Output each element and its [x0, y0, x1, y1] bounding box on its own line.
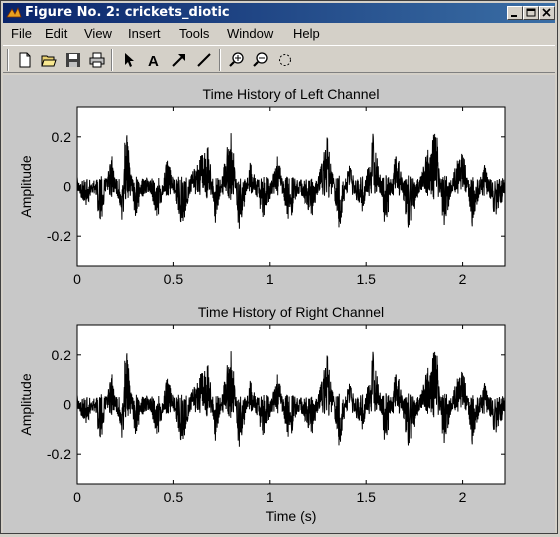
rotate-icon [279, 54, 291, 66]
axes-title-1: Time History of Right Channel [198, 304, 384, 320]
zoom-out-icon [253, 52, 268, 67]
y-tick-label: 0 [63, 397, 71, 413]
matlab-logo-icon [6, 6, 22, 18]
axes-title-0: Time History of Left Channel [203, 86, 380, 102]
menu-file[interactable]: File [11, 26, 32, 41]
x-tick-label: 0 [73, 271, 81, 287]
x-tick-label: 0 [73, 489, 81, 505]
toolbar: A [3, 45, 555, 73]
minimize-button[interactable] [507, 6, 523, 20]
series-line-1 [76, 351, 506, 447]
insert-text-icon: A [148, 53, 159, 68]
edit-plot-button[interactable] [119, 50, 139, 70]
window-title: Figure No. 2: crickets_diotic [25, 5, 230, 20]
figure-canvas: Time History of Left Channel 0 0.5 1 1.5 2 0.2… [3, 75, 555, 533]
zoom-out-button[interactable] [251, 50, 271, 70]
x-tick-label: 0.5 [164, 489, 184, 505]
edit-plot-arrow-icon [125, 53, 134, 67]
toolbar-separator [219, 49, 221, 71]
rotate-button[interactable] [275, 50, 295, 70]
menu-window[interactable]: Window [227, 26, 274, 41]
new-file-button[interactable] [15, 50, 35, 70]
maximize-button[interactable] [523, 6, 539, 20]
insert-arrow-icon [172, 54, 185, 67]
menu-insert[interactable]: Insert [128, 26, 161, 41]
y-tick-label: -0.2 [47, 446, 71, 462]
y-tick-label: 0.2 [52, 347, 72, 363]
insert-line-button[interactable] [194, 50, 214, 70]
y-tick-label: 0 [63, 179, 71, 195]
menu-help[interactable]: Help [293, 26, 320, 41]
open-button[interactable] [39, 50, 59, 70]
y-axis-label-1: Amplitude [18, 373, 34, 435]
y-tick-label: 0.2 [52, 129, 72, 145]
menu-tools[interactable]: Tools [179, 26, 210, 41]
zoom-in-icon [229, 52, 244, 67]
close-icon [542, 8, 551, 17]
y-axis-label-0: Amplitude [18, 155, 34, 217]
toolbar-separator [111, 49, 113, 71]
x-tick-label: 1 [266, 271, 274, 287]
print-button[interactable] [87, 50, 107, 70]
open-folder-icon [41, 55, 57, 67]
y-tick-label: -0.2 [47, 228, 71, 244]
toolbar-grip [7, 49, 9, 71]
title-bar[interactable]: Figure No. 2: crickets_diotic [3, 3, 555, 23]
menu-bar: File Edit View Insert Tools Window Help [3, 24, 555, 43]
print-icon [89, 52, 105, 68]
x-axis-label: Time (s) [266, 508, 317, 524]
x-tick-label: 2 [459, 271, 467, 287]
close-button[interactable] [539, 6, 555, 20]
x-tick-label: 1.5 [356, 271, 376, 287]
save-button[interactable] [63, 50, 83, 70]
menu-view[interactable]: View [84, 26, 112, 41]
insert-text-button[interactable]: A [144, 50, 164, 70]
svg-text:A: A [148, 53, 159, 68]
x-tick-label: 2 [459, 489, 467, 505]
minimize-icon [511, 15, 517, 17]
x-tick-label: 1.5 [356, 489, 376, 505]
maximize-icon [526, 8, 536, 17]
menu-edit[interactable]: Edit [45, 26, 68, 41]
zoom-in-button[interactable] [227, 50, 247, 70]
save-icon [66, 53, 80, 67]
insert-line-icon [197, 53, 211, 67]
insert-arrow-button[interactable] [169, 50, 189, 70]
plot-area: Time History of Left Channel 0 0.5 1 1.5 2 0.2… [18, 86, 506, 524]
x-tick-label: 1 [266, 489, 274, 505]
series-line-0 [76, 133, 506, 229]
new-file-icon [19, 52, 31, 68]
x-tick-label: 0.5 [164, 271, 184, 287]
